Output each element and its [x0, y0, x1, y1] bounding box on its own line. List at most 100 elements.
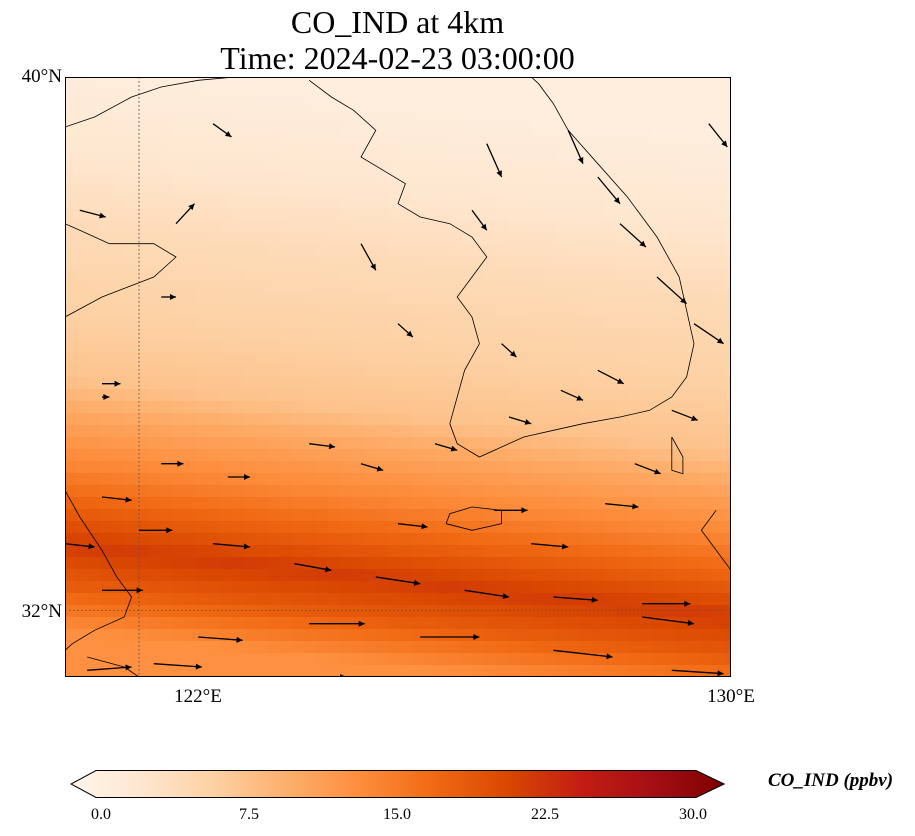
field-cell: [437, 77, 450, 90]
field-cell: [269, 521, 282, 534]
field-cell: [401, 449, 414, 462]
field-cell: [65, 77, 78, 90]
field-cell: [209, 401, 222, 414]
field-cell: [473, 617, 486, 630]
field-cell: [101, 569, 114, 582]
field-cell: [449, 173, 462, 186]
field-cell: [401, 113, 414, 126]
field-cell: [281, 617, 294, 630]
field-cell: [461, 317, 474, 330]
field-cell: [149, 461, 162, 474]
field-cell: [257, 197, 270, 210]
field-cell: [365, 473, 378, 486]
field-cell: [713, 617, 726, 630]
field-cell: [581, 665, 594, 677]
field-cell: [641, 377, 654, 390]
field-cell: [521, 641, 534, 654]
field-cell: [269, 425, 282, 438]
field-cell: [701, 293, 714, 306]
field-cell: [257, 533, 270, 546]
field-cell: [149, 161, 162, 174]
field-cell: [137, 653, 150, 666]
field-cell: [89, 605, 102, 618]
field-cell: [209, 497, 222, 510]
field-cell: [569, 449, 582, 462]
field-cell: [269, 77, 282, 90]
field-cell: [437, 269, 450, 282]
field-cell: [701, 401, 714, 414]
field-cell: [713, 245, 726, 258]
field-cell: [509, 533, 522, 546]
field-cell: [197, 125, 210, 138]
field-cell: [617, 317, 630, 330]
field-cell: [689, 365, 702, 378]
field-cell: [629, 113, 642, 126]
field-cell: [629, 449, 642, 462]
field-cell: [341, 329, 354, 342]
field-cell: [533, 617, 546, 630]
field-cell: [413, 341, 426, 354]
field-cell: [89, 305, 102, 318]
field-cell: [689, 173, 702, 186]
field-cell: [377, 77, 390, 90]
field-cell: [581, 533, 594, 546]
field-cell: [137, 425, 150, 438]
field-cell: [125, 161, 138, 174]
field-cell: [185, 413, 198, 426]
field-cell: [317, 113, 330, 126]
field-cell: [353, 77, 366, 90]
field-cell: [173, 269, 186, 282]
field-cell: [341, 113, 354, 126]
field-cell: [425, 497, 438, 510]
field-cell: [581, 221, 594, 234]
field-cell: [641, 293, 654, 306]
field-cell: [557, 209, 570, 222]
field-cell: [629, 77, 642, 90]
field-cell: [89, 389, 102, 402]
field-cell: [233, 233, 246, 246]
field-cell: [77, 497, 90, 510]
field-cell: [197, 461, 210, 474]
field-cell: [65, 341, 78, 354]
field-cell: [569, 89, 582, 102]
field-cell: [221, 113, 234, 126]
field-cell: [581, 113, 594, 126]
field-cell: [77, 653, 90, 666]
field-cell: [653, 317, 666, 330]
field-cell: [173, 341, 186, 354]
field-cell: [713, 173, 726, 186]
field-cell: [185, 533, 198, 546]
field-cell: [305, 305, 318, 318]
field-cell: [269, 497, 282, 510]
field-cell: [185, 269, 198, 282]
field-cell: [125, 557, 138, 570]
field-cell: [269, 665, 282, 677]
field-cell: [653, 497, 666, 510]
field-cell: [365, 269, 378, 282]
field-cell: [641, 485, 654, 498]
field-cell: [485, 557, 498, 570]
field-cell: [221, 245, 234, 258]
field-cell: [137, 509, 150, 522]
colorbar-tick-7-5: 7.5: [239, 806, 259, 823]
field-cell: [257, 353, 270, 366]
field-cell: [317, 269, 330, 282]
field-cell: [665, 161, 678, 174]
field-cell: [365, 245, 378, 258]
field-cell: [281, 545, 294, 558]
field-cell: [245, 473, 258, 486]
field-cell: [461, 137, 474, 150]
field-cell: [653, 401, 666, 414]
field-cell: [329, 425, 342, 438]
field-cell: [233, 461, 246, 474]
field-cell: [65, 149, 78, 162]
field-cell: [89, 197, 102, 210]
field-cell: [653, 485, 666, 498]
field-cell: [89, 473, 102, 486]
field-cell: [113, 497, 126, 510]
field-cell: [245, 353, 258, 366]
field-cell: [293, 329, 306, 342]
field-cell: [209, 329, 222, 342]
field-cell: [689, 581, 702, 594]
field-cell: [557, 89, 570, 102]
